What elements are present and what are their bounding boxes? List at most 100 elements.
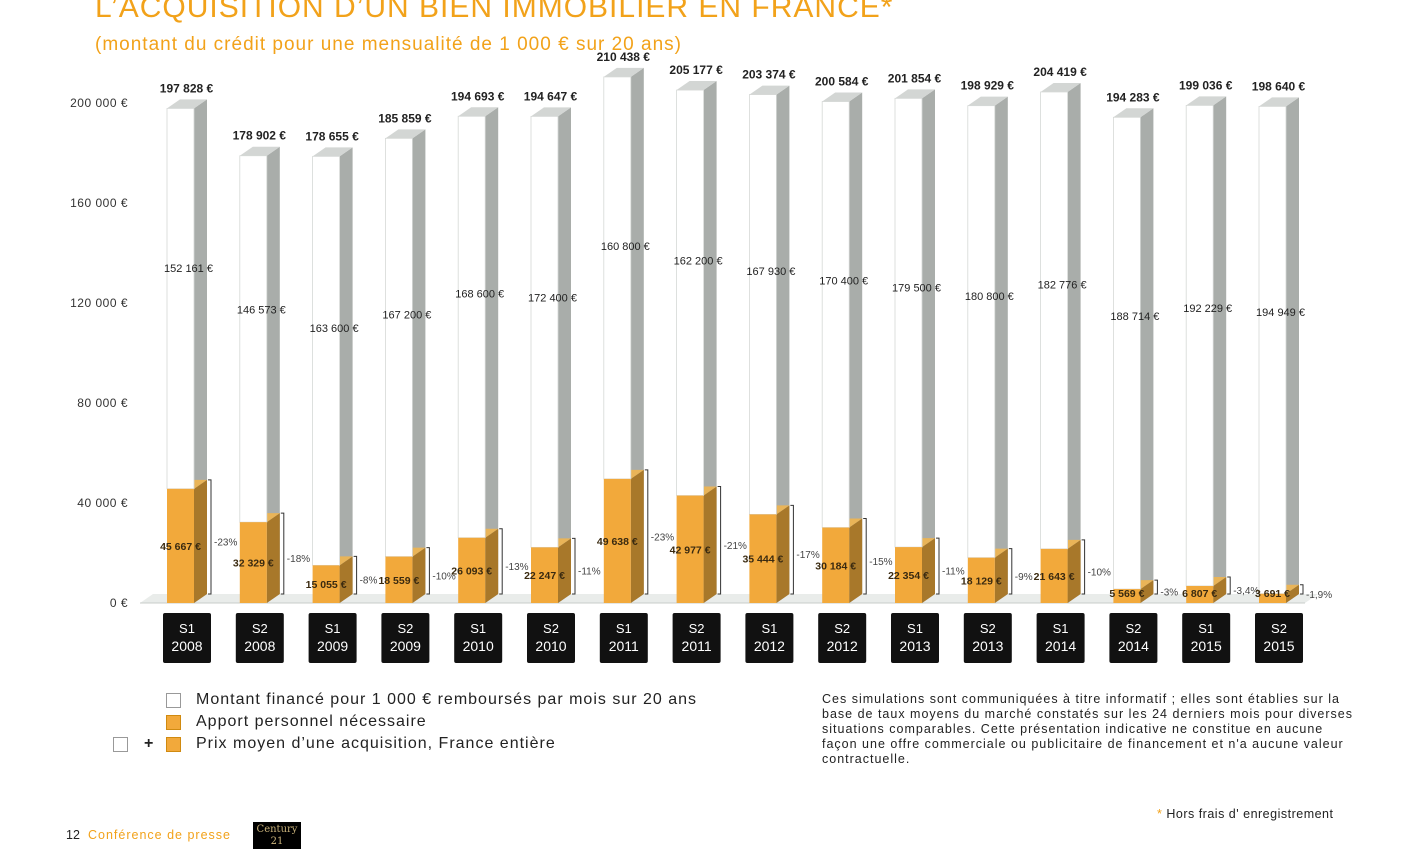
category-label-year: 2013 (899, 638, 930, 654)
apport-value-label: 6 807 € (1182, 588, 1217, 600)
logo-line2: 21 (270, 836, 284, 847)
category-label-semester: S2 (252, 621, 268, 636)
category-label-semester: S1 (616, 621, 632, 636)
bar-side-apport (339, 556, 353, 603)
bar-apport (967, 557, 995, 603)
legend-swatch-financed (166, 693, 181, 708)
bar-apport (385, 556, 413, 603)
bar-side-financed (776, 85, 790, 603)
category-badge (672, 613, 721, 663)
total-value-label: 200 584 € (815, 75, 869, 89)
category-label-year: 2015 (1263, 638, 1294, 654)
y-tick-label: 0 € (110, 596, 128, 610)
apport-value-label: 15 055 € (306, 579, 347, 591)
bar-side-financed (266, 146, 280, 603)
legend-label-apport: Apport personnel nécessaire (196, 713, 427, 730)
legend-label-total: Prix moyen d’une acquisition, France ent… (196, 735, 556, 752)
total-value-label: 204 419 € (1033, 65, 1087, 79)
total-value-label: 194 283 € (1106, 90, 1160, 104)
category-label-year: 2010 (463, 638, 494, 654)
bar-apport (1113, 589, 1141, 603)
bar-top-face (895, 89, 935, 99)
category-badge (527, 613, 575, 663)
total-value-label: 203 374 € (742, 68, 796, 82)
bar-top-face (1113, 108, 1154, 118)
financed-value-label: 152 161 € (164, 263, 213, 275)
bar-side-financed (485, 107, 499, 603)
category-label-year: 2013 (972, 638, 1003, 654)
category-badge (1109, 613, 1158, 663)
bar-top-face (531, 107, 571, 117)
apport-percent-label: -18% (287, 554, 310, 565)
bar-financed (384, 137, 413, 558)
total-value-label: 197 828 € (160, 81, 214, 95)
bar-side-financed (1067, 82, 1081, 603)
apport-value-label: 21 643 € (1034, 571, 1075, 583)
category-label-semester: S1 (1198, 621, 1214, 636)
total-value-label: 199 036 € (1179, 78, 1233, 92)
category-badge (745, 613, 794, 663)
category-label-semester: S1 (907, 621, 923, 636)
bar-side-financed (630, 67, 644, 603)
bar-apport (895, 547, 922, 603)
category-label-semester: S1 (761, 621, 777, 636)
bar-side-financed (994, 96, 1008, 604)
category-label-semester: S2 (980, 621, 996, 636)
page-subtitle: (montant du crédit pour une mensualité d… (95, 34, 682, 55)
bar-side-apport (194, 479, 207, 603)
bar-financed (676, 89, 704, 496)
apport-bracket (790, 504, 794, 595)
apport-value-label: 42 977 € (670, 544, 711, 556)
apport-value-label: 22 247 € (524, 570, 565, 582)
category-badge (963, 613, 1012, 663)
y-tick-label: 120 000 € (70, 296, 128, 310)
bar-financed (1040, 91, 1068, 550)
apport-percent-label: -1,9% (1306, 590, 1332, 601)
legend-swatch-total-white (113, 737, 128, 752)
bar-top-face (1040, 82, 1081, 92)
category-label-semester: S1 (179, 621, 195, 636)
bar-apport (312, 565, 340, 603)
legend-plus: + (144, 735, 154, 752)
total-value-label: 178 655 € (305, 129, 359, 143)
bar-side-financed (703, 81, 717, 604)
bar-apport (676, 495, 704, 603)
apport-value-label: 3 691 € (1255, 588, 1290, 600)
financed-value-label: 192 229 € (1183, 303, 1232, 315)
category-label-semester: S2 (1271, 621, 1287, 636)
total-value-label: 178 902 € (233, 129, 287, 143)
bar-apport (822, 527, 850, 603)
apport-bracket (1227, 576, 1231, 595)
category-label-semester: S1 (1053, 621, 1069, 636)
century21-logo: Century 21 (253, 822, 301, 849)
logo-line1: Century (256, 824, 298, 835)
category-label-year: 2009 (317, 638, 348, 654)
bar-top-face (967, 96, 1008, 106)
bar-apport (167, 488, 194, 603)
apport-bracket (1081, 539, 1086, 595)
apport-value-label: 49 638 € (597, 536, 638, 548)
category-label-year: 2014 (1045, 638, 1076, 654)
bar-side-financed (339, 147, 353, 604)
bar-financed (821, 101, 850, 528)
apport-percent-label: -23% (651, 532, 674, 543)
total-value-label: 194 693 € (451, 89, 505, 103)
total-value-label: 210 438 € (597, 50, 651, 64)
bar-top-face (749, 85, 790, 95)
apport-value-label: 18 129 € (961, 575, 1002, 587)
disclaimer-text: Ces simulations sont communiquées à titr… (822, 692, 1354, 766)
bar-side-apport (703, 486, 717, 603)
bar-apport (603, 478, 631, 603)
category-badge (235, 613, 284, 663)
y-tick-label: 160 000 € (70, 196, 128, 210)
financed-value-label: 182 776 € (1038, 279, 1087, 291)
stacked-bar-chart: 0 € 40 000 € 80 000 € 120 000 € 160 000 € 200… (70, 50, 1332, 663)
footer-label: Conférence de presse (88, 828, 231, 842)
bar-side-apport (485, 528, 499, 603)
total-value-label: 198 929 € (961, 79, 1015, 93)
apport-percent-label: -9% (1015, 572, 1033, 583)
bar-top-face (676, 81, 717, 91)
bar-financed (1113, 116, 1141, 590)
bar-financed (457, 115, 486, 539)
apport-bracket (936, 537, 940, 595)
